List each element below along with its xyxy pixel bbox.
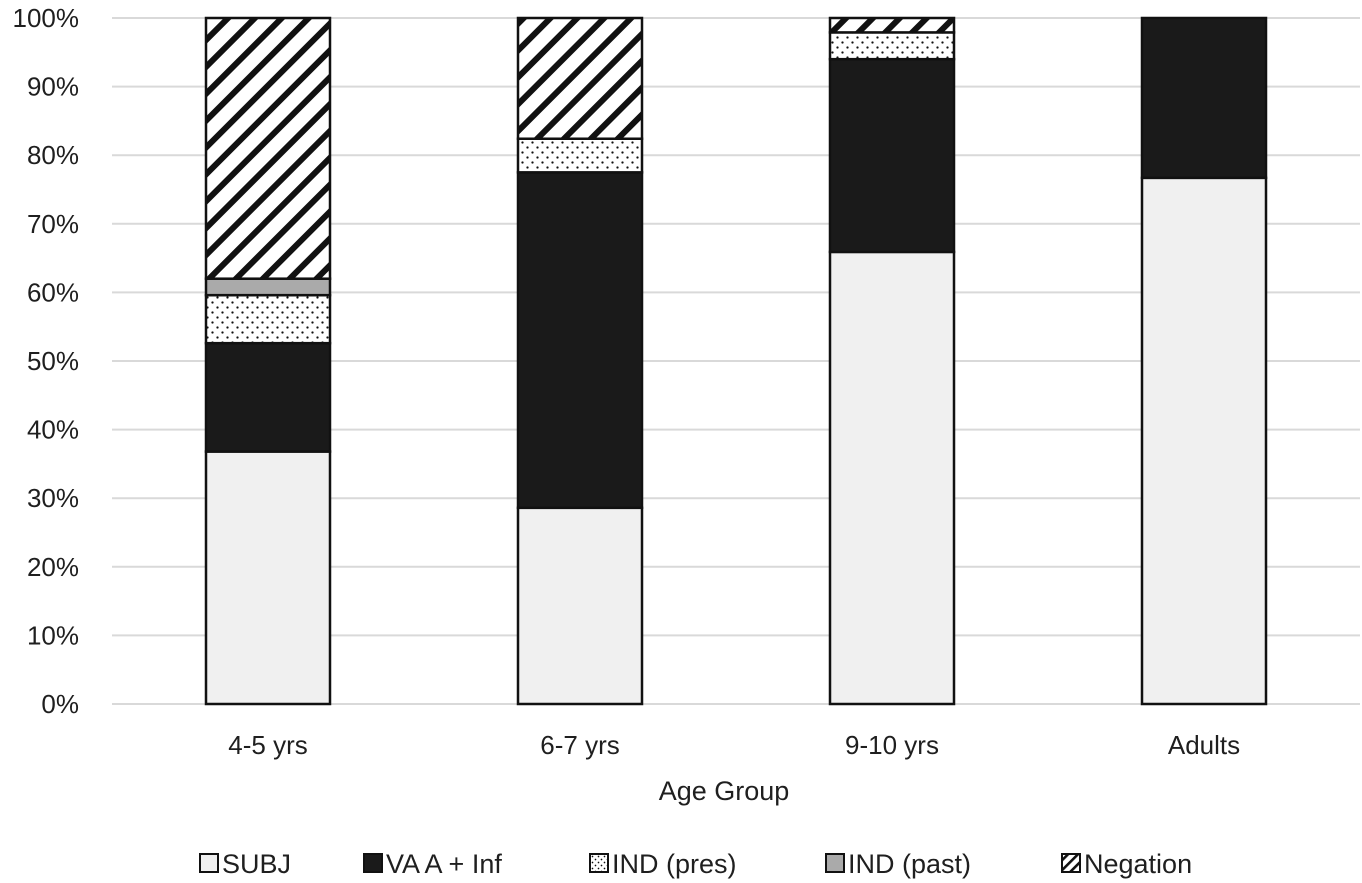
bar-segment xyxy=(204,277,332,297)
y-tick-label: 20% xyxy=(27,552,79,582)
bar-segment xyxy=(828,57,956,254)
bar-stack xyxy=(516,16,644,706)
bar-stack xyxy=(828,16,956,706)
legend-label: Negation xyxy=(1084,849,1192,879)
y-tick-label: 30% xyxy=(27,483,79,513)
bars xyxy=(204,16,1268,706)
x-axis-tick-labels: 4-5 yrs 6-7 yrs 9-10 yrs Adults xyxy=(228,730,1240,760)
bar-segment xyxy=(204,16,332,280)
legend-swatch xyxy=(199,853,219,873)
bar-segment xyxy=(516,171,644,510)
y-tick-label: 80% xyxy=(27,140,79,170)
bar-segment xyxy=(828,16,956,34)
bar-segment xyxy=(204,450,332,706)
bar-stack xyxy=(204,16,332,706)
y-tick-label: 0% xyxy=(41,689,79,719)
y-tick-label: 10% xyxy=(27,620,79,650)
y-tick-label: 50% xyxy=(27,346,79,376)
legend-label: SUBJ xyxy=(222,849,291,879)
x-tick-label: 6-7 yrs xyxy=(540,730,619,760)
x-tick-label: Adults xyxy=(1168,730,1240,760)
y-tick-label: 40% xyxy=(27,415,79,445)
legend-label: IND (pres) xyxy=(612,849,737,879)
y-tick-label: 60% xyxy=(27,277,79,307)
bar-segment xyxy=(828,250,956,706)
y-axis-tick-labels: 0% 10% 20% 30% 40% 50% 60% 70% 80% 90% 100% xyxy=(13,3,80,719)
x-axis-title: Age Group xyxy=(659,776,790,806)
legend-item: IND (pres) xyxy=(589,849,737,879)
bar-segment xyxy=(516,137,644,174)
legend-item: Negation xyxy=(1061,849,1192,879)
x-tick-label: 4-5 yrs xyxy=(228,730,307,760)
legend-label: IND (past) xyxy=(848,849,971,879)
legend-swatch xyxy=(1061,853,1081,873)
legend: SUBJ VA A + Inf IND (pres) IND (past) Negati… xyxy=(199,849,1192,879)
legend-swatch xyxy=(363,853,383,873)
bar-segment xyxy=(204,293,332,345)
bar-stack xyxy=(1140,16,1268,706)
x-tick-label: 9-10 yrs xyxy=(845,730,939,760)
legend-item: IND (past) xyxy=(825,849,971,879)
bar-segment xyxy=(1140,176,1268,706)
y-tick-label: 70% xyxy=(27,209,79,239)
legend-swatch xyxy=(825,853,845,873)
y-tick-label: 90% xyxy=(27,72,79,102)
legend-label: VA A + Inf xyxy=(386,849,502,879)
bar-segment xyxy=(516,506,644,706)
legend-item: VA A + Inf xyxy=(363,849,502,879)
bar-segment xyxy=(204,341,332,453)
y-tick-label: 100% xyxy=(13,3,80,33)
bar-segment xyxy=(516,16,644,140)
bar-segment xyxy=(828,31,956,61)
legend-item: SUBJ xyxy=(199,849,291,879)
bar-segment xyxy=(1140,16,1268,180)
legend-swatch xyxy=(589,853,609,873)
